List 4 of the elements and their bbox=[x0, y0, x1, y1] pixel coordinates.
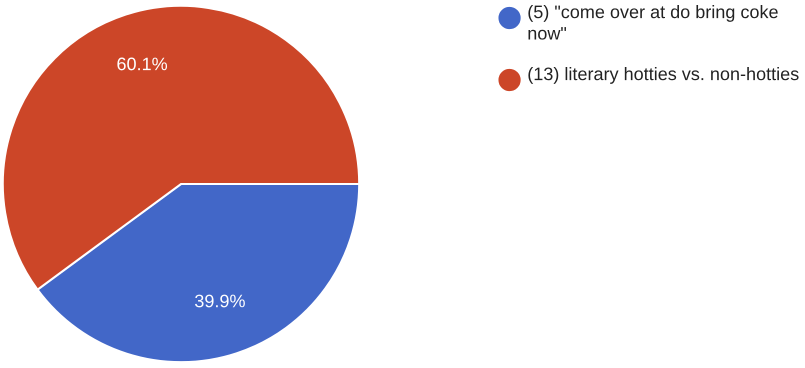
legend-label: (5) "come over at do bring coke now" bbox=[528, 5, 778, 40]
data-label: 60.1% bbox=[117, 58, 168, 70]
legend-label: (13) literary hotties vs. non-hotties bbox=[528, 67, 799, 84]
data-label: 39.9% bbox=[195, 294, 245, 308]
